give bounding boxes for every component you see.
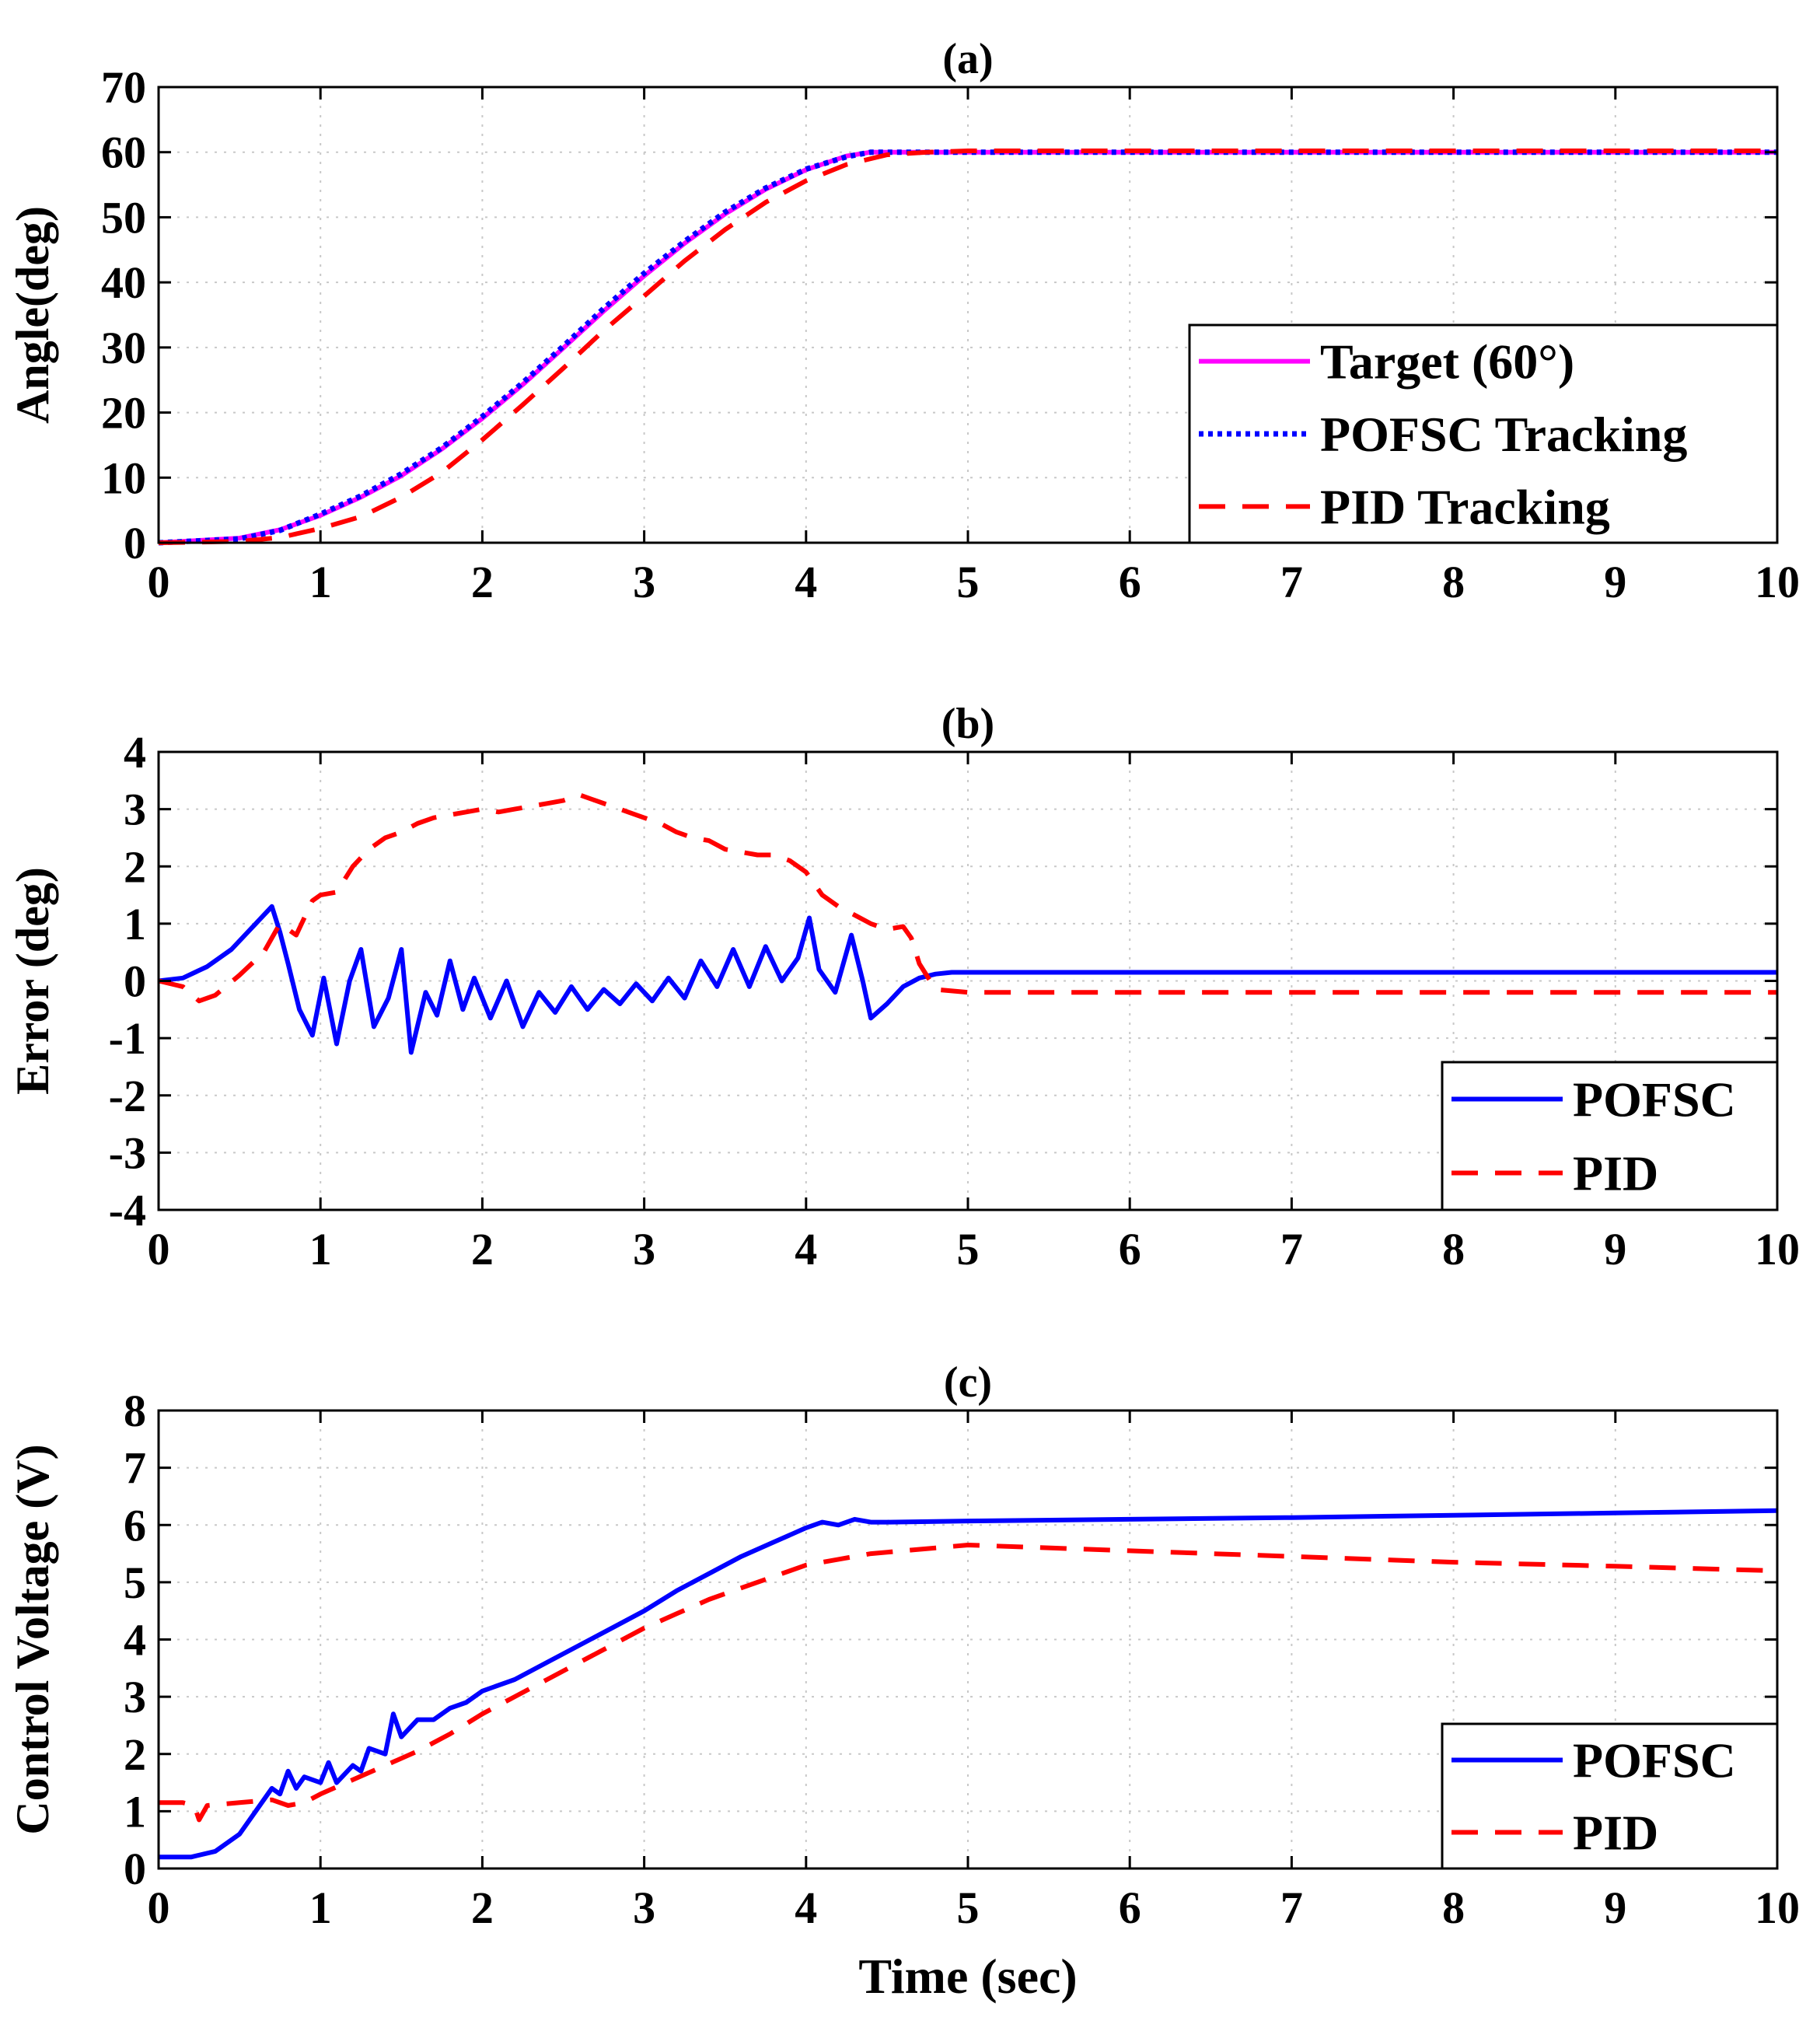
y-tick-label: 0	[124, 956, 146, 1007]
x-tick-label: 5	[957, 1224, 980, 1274]
x-axis-label: Time (sec)	[858, 1949, 1077, 2004]
y-tick-label: -1	[109, 1013, 146, 1064]
series-line-pid-tracking	[158, 149, 1777, 545]
legend-label: POFSC Tracking	[1320, 407, 1687, 462]
x-tick-label: 8	[1442, 1224, 1465, 1274]
y-axis-label: Error (deg)	[7, 867, 58, 1095]
y-tick-label: 4	[124, 1615, 146, 1666]
panel-title: (a)	[942, 35, 993, 83]
legend-box	[1441, 1722, 1779, 1870]
x-tick-label: 0	[148, 557, 170, 607]
x-tick-label: 7	[1280, 557, 1303, 607]
y-tick-label: 3	[124, 785, 146, 835]
x-tick-label: 8	[1442, 1882, 1465, 1933]
y-tick-label: 50	[101, 192, 146, 243]
x-tick-label: 4	[795, 557, 817, 607]
legend-box	[1441, 1061, 1779, 1211]
legend-label: PID	[1573, 1146, 1658, 1201]
panel-title: (c)	[944, 1358, 992, 1407]
x-tick-label: 6	[1119, 1882, 1141, 1933]
legend-label: Target (60°)	[1320, 334, 1574, 390]
y-tick-label: 1	[124, 1786, 146, 1837]
legend-label: POFSC	[1573, 1072, 1736, 1127]
y-tick-label: 7	[124, 1443, 146, 1494]
x-tick-label: 10	[1755, 557, 1800, 607]
series-line-pid	[158, 792, 1777, 1004]
x-tick-label: 1	[309, 1224, 332, 1274]
y-tick-label: 1	[124, 899, 146, 949]
x-tick-label: 6	[1119, 1224, 1141, 1274]
x-tick-label: 7	[1280, 1882, 1303, 1933]
y-tick-label: 4	[124, 727, 146, 778]
x-tick-label: 0	[148, 1882, 170, 1933]
y-tick-label: 70	[101, 62, 146, 113]
x-tick-label: 4	[795, 1882, 817, 1933]
x-tick-label: 0	[148, 1224, 170, 1274]
x-tick-label: 1	[309, 557, 332, 607]
y-tick-label: 20	[101, 388, 146, 439]
y-tick-label: 6	[124, 1500, 146, 1550]
legend: Target (60°) POFSC Tracking PID Tracking	[1188, 323, 1779, 544]
y-tick-label: 2	[124, 841, 146, 892]
series-line-pofsc	[158, 904, 1777, 1055]
x-tick-label: 5	[957, 1882, 980, 1933]
x-tick-label: 5	[957, 557, 980, 607]
series-line-pofsc	[159, 1508, 1778, 1860]
y-tick-label: 3	[124, 1672, 146, 1722]
y-axis-label: Angle(deg)	[7, 206, 58, 424]
x-tick-label: 1	[309, 1882, 332, 1933]
y-tick-label: -3	[109, 1127, 146, 1178]
panel-title: (b)	[941, 700, 994, 748]
legend: POFSC PID	[1441, 1061, 1779, 1211]
x-tick-label: 4	[795, 1224, 817, 1274]
x-tick-label: 3	[633, 1224, 655, 1274]
y-tick-label: 0	[124, 1844, 146, 1894]
y-axis-label: Control Voltage (V)	[7, 1444, 58, 1834]
legend-label: POFSC	[1573, 1733, 1736, 1788]
x-tick-label: 3	[633, 1882, 655, 1933]
y-tick-label: 0	[124, 518, 146, 568]
legend: POFSC PID	[1441, 1722, 1779, 1870]
panel-b: 0 1 2 3 4 5 6 7 8 9 10 -4 -3 -2 -1 0 1 2 3 4 (b) Error (deg) P…	[7, 700, 1800, 1274]
y-tick-label: 30	[101, 323, 146, 373]
y-tick-label: 10	[101, 453, 146, 503]
y-tick-label: 60	[101, 128, 146, 178]
y-tick-label: 8	[124, 1386, 146, 1436]
x-tick-label: 3	[633, 557, 655, 607]
legend-label: PID	[1573, 1806, 1658, 1861]
x-tick-label: 6	[1119, 557, 1141, 607]
x-tick-label: 8	[1442, 557, 1465, 607]
x-tick-label: 2	[471, 557, 494, 607]
x-tick-label: 7	[1280, 1224, 1303, 1274]
y-tick-label: -2	[109, 1071, 146, 1121]
y-tick-label: 2	[124, 1729, 146, 1780]
legend-label: PID Tracking	[1320, 479, 1610, 534]
x-tick-label: 2	[471, 1224, 494, 1274]
y-tick-label: -4	[109, 1185, 146, 1236]
x-tick-label: 10	[1755, 1882, 1800, 1933]
y-tick-label: 5	[124, 1557, 146, 1608]
panel-a: 0 1 2 3 4 5 6 7 8 9 10 0 10 20 30 40 50 60 70 (a) Angle(deg)…	[7, 35, 1800, 607]
y-tick-label: 40	[101, 257, 146, 308]
x-tick-label: 9	[1604, 557, 1626, 607]
x-tick-label: 2	[471, 1882, 494, 1933]
x-tick-label: 10	[1755, 1224, 1800, 1274]
x-tick-label: 9	[1604, 1224, 1626, 1274]
x-tick-label: 9	[1604, 1882, 1626, 1933]
